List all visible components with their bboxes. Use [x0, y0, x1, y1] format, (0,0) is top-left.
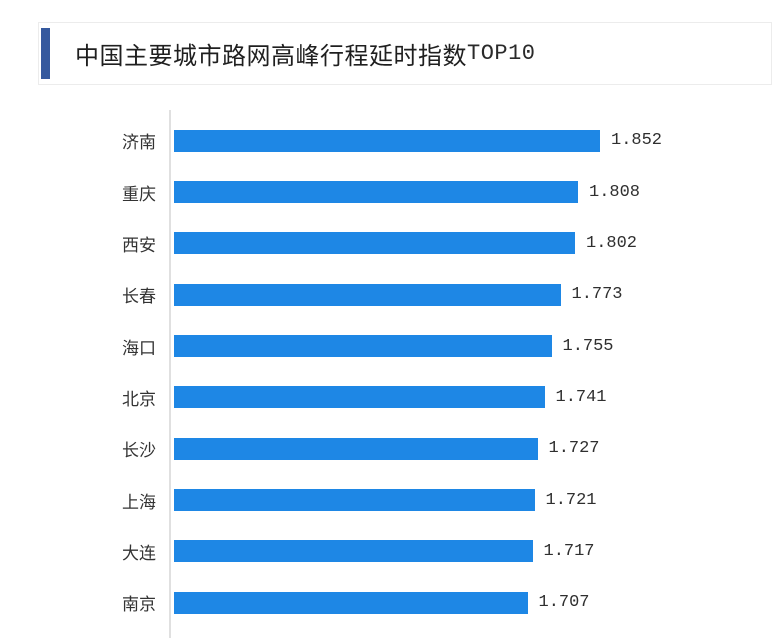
value-label: 1.755	[562, 336, 614, 356]
bar[interactable]	[174, 283, 561, 306]
title-suffix-text: TOP10	[467, 41, 536, 66]
value-label: 1.721	[545, 490, 597, 510]
chart-row: 重庆 1.808	[122, 166, 782, 217]
chart-row: 西安 1.802	[122, 218, 782, 269]
value-label: 1.802	[586, 233, 638, 253]
chart-row: 上海 1.721	[122, 474, 782, 525]
chart-row: 济南 1.852	[122, 115, 782, 166]
category-label: 上海	[122, 492, 156, 512]
category-label: 长春	[122, 287, 156, 307]
title-main-text: 中国主要城市路网高峰行程延时指数	[75, 43, 467, 70]
page-title: 中国主要城市路网高峰行程延时指数 TOP10	[75, 23, 771, 84]
category-label: 重庆	[122, 184, 156, 204]
category-label: 南京	[122, 595, 156, 615]
category-label: 济南	[122, 133, 156, 153]
value-label: 1.808	[589, 182, 641, 202]
chart-row: 大连 1.717	[122, 526, 782, 577]
value-label: 1.707	[538, 593, 590, 613]
bar[interactable]	[174, 232, 575, 255]
chart-row: 长沙 1.727	[122, 423, 782, 474]
bar[interactable]	[174, 540, 533, 563]
bar-chart: 济南 1.852 重庆 1.808 西安 1.802 长春 1.773 海口 1.755 北京 1.7…	[122, 110, 782, 638]
category-label: 北京	[122, 389, 156, 409]
chart-title-box: 中国主要城市路网高峰行程延时指数 TOP10	[38, 22, 772, 85]
category-label: 长沙	[122, 441, 156, 461]
value-label: 1.773	[571, 285, 623, 305]
chart-row: 海口 1.755	[122, 320, 782, 371]
bar[interactable]	[174, 437, 538, 460]
bar[interactable]	[174, 129, 600, 152]
bar[interactable]	[174, 181, 578, 204]
chart-row: 北京 1.741	[122, 372, 782, 423]
category-label: 西安	[122, 235, 156, 255]
chart-rows: 济南 1.852 重庆 1.808 西安 1.802 长春 1.773 海口 1.755 北京 1.7…	[122, 115, 782, 628]
value-label: 1.717	[543, 541, 595, 561]
value-label: 1.727	[548, 439, 600, 459]
bar[interactable]	[174, 489, 535, 512]
bar[interactable]	[174, 591, 528, 614]
value-label: 1.741	[555, 387, 607, 407]
category-label: 大连	[122, 543, 156, 563]
chart-row: 长春 1.773	[122, 269, 782, 320]
category-label: 海口	[122, 338, 156, 358]
title-accent-bar	[41, 28, 50, 79]
y-axis-line	[169, 110, 171, 638]
chart-row: 南京 1.707	[122, 577, 782, 628]
bar[interactable]	[174, 335, 552, 358]
bar[interactable]	[174, 386, 545, 409]
value-label: 1.852	[611, 131, 663, 151]
